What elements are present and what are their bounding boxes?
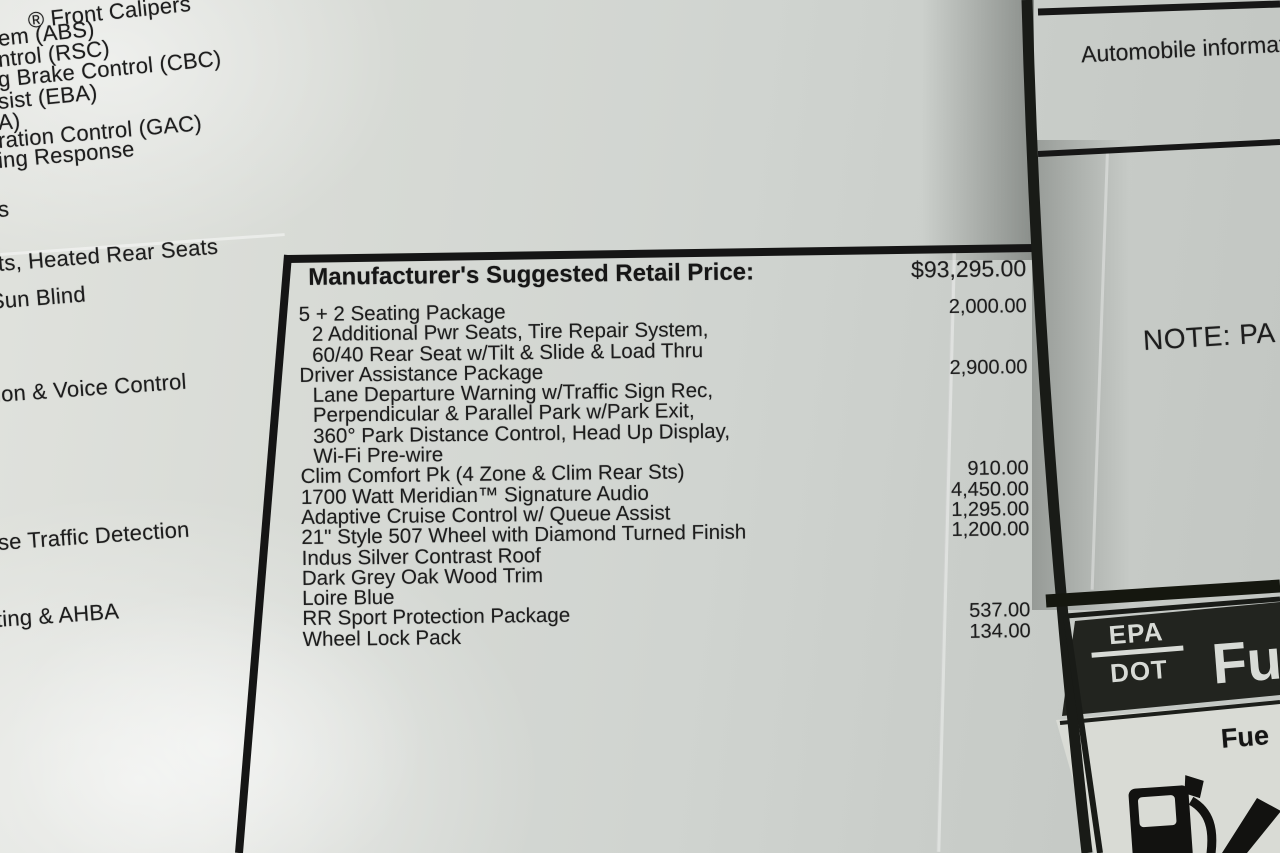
option-price: 2,000.00	[948, 295, 1027, 319]
fuel-label-interior	[1056, 700, 1280, 853]
fuel-label-band-underline	[1059, 700, 1280, 725]
option-price: 1,200.00	[951, 518, 1030, 542]
option-price	[910, 596, 1030, 597]
fuel-economy-subhead: Fue	[1219, 720, 1271, 754]
fuel-economy-headline: Fu	[1209, 627, 1280, 697]
column-divider-line	[1021, 0, 1093, 853]
option-price: 134.00	[969, 619, 1031, 643]
option-price	[910, 556, 1030, 557]
option-price	[910, 576, 1030, 577]
options-list: 5 + 2 Seating Package 2,000.00 2 Additio…	[299, 294, 1031, 651]
fuel-label-header-band	[1062, 602, 1280, 716]
option-price: 2,900.00	[949, 355, 1028, 379]
msrp-box: Manufacturer's Suggested Retail Price: $…	[298, 249, 1031, 651]
option-price	[907, 332, 1027, 333]
epa-dot-badge: EPA DOT	[1087, 614, 1188, 689]
msrp-box-top-border	[286, 244, 1037, 263]
msrp-total-price: $93,295.00	[910, 255, 1027, 283]
info-box-bottom-border	[1037, 139, 1280, 157]
option-price	[908, 434, 1028, 435]
fuel-pump-icon	[1121, 769, 1227, 853]
option-price	[908, 414, 1028, 415]
info-box-top-border	[1037, 0, 1280, 16]
fuel-label-separator	[1045, 579, 1280, 608]
msrp-box-left-border	[235, 254, 292, 853]
mpg-digit-fragment	[1222, 798, 1280, 853]
fuel-label-top-border	[1065, 596, 1280, 619]
fuel-label-left-border	[1063, 615, 1103, 853]
msrp-title: Manufacturer's Suggested Retail Price:	[308, 258, 755, 291]
option-price	[907, 353, 1027, 354]
option-price	[908, 454, 1028, 455]
msrp-header-row: Manufacturer's Suggested Retail Price: $…	[298, 255, 1026, 292]
option-price	[908, 393, 1028, 394]
